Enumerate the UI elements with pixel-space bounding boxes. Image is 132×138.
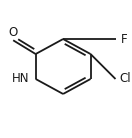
Text: F: F [121,33,128,46]
Text: HN: HN [12,72,29,85]
Text: O: O [9,26,18,39]
Text: Cl: Cl [120,72,131,85]
